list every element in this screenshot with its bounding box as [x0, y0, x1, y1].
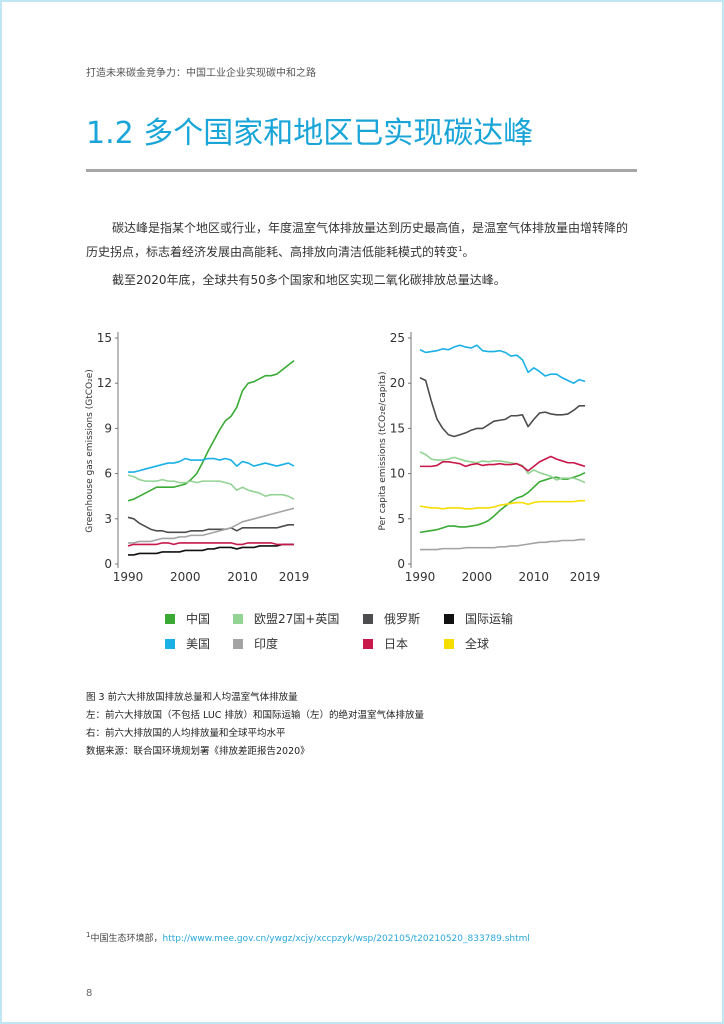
- running-header: 打造未来碳金竞争力：中国工业企业实现碳中和之路: [86, 68, 316, 79]
- y-tick-label: 3: [104, 512, 112, 526]
- legend-swatch: [363, 614, 373, 624]
- legend-label: 印度: [254, 636, 278, 651]
- series-line: [419, 499, 585, 510]
- caption: 图 3 前六大排放国排放总量和人均温室气体排放量: [86, 692, 298, 703]
- paragraph-text: 截至2020年底，全球共有50多个国家和地区实现二氧化碳排放总量达峰。: [112, 273, 506, 287]
- caption: 数据来源：联合国环境规划署《排放差距报告2020》: [86, 746, 310, 757]
- x-tick-label: 1990: [113, 570, 144, 584]
- legend-swatch: [165, 639, 175, 649]
- y-tick-label: 0: [397, 557, 405, 571]
- y-tick-label: 15: [97, 331, 112, 345]
- y-tick-label: 20: [390, 376, 405, 390]
- series-line: [127, 542, 294, 547]
- y-tick-label: 5: [397, 512, 405, 526]
- legend-swatch: [444, 614, 454, 624]
- y-tick-label: 6: [104, 467, 112, 481]
- caption: 右：前六大排放国的人均排放量和全球平均水平: [86, 728, 286, 739]
- y-tick-label: 15: [390, 421, 405, 435]
- footnote-mark: 1: [86, 931, 91, 939]
- legend-label: 全球: [465, 636, 489, 651]
- y-tick-label: 9: [104, 421, 112, 435]
- footnote-link[interactable]: http://www.mee.gov.cn/ywgz/xcjy/xccpzyk/…: [162, 934, 530, 944]
- series-line: [127, 474, 295, 500]
- title-rule: [86, 169, 637, 172]
- series-line: [419, 451, 586, 484]
- paragraph: 碳达峰是指某个地区或行业，年度温室气体排放量达到历史最高值，是温室气体排放量由增…: [86, 218, 638, 263]
- legend-swatch: [233, 614, 243, 624]
- x-tick-label: 2019: [570, 570, 601, 584]
- x-tick-label: 1990: [405, 570, 436, 584]
- y-axis-label: Per capita emissions (tCO₂e/capita): [378, 371, 388, 530]
- section-title: 1.2 多个国家和地区已实现碳达峰: [86, 116, 534, 151]
- series-line: [420, 455, 586, 472]
- x-tick-label: 2019: [279, 570, 310, 584]
- legend-label: 日本: [384, 637, 408, 651]
- y-tick-label: 25: [390, 331, 405, 345]
- paragraph-end: 。: [462, 245, 475, 259]
- series-line: [419, 344, 586, 384]
- y-tick-label: 10: [390, 467, 405, 481]
- x-tick-label: 2000: [462, 570, 493, 584]
- legend-label: 中国: [186, 611, 210, 626]
- footnote: 1中国生态环境部，http://www.mee.gov.cn/ywgz/xcjy…: [86, 931, 530, 944]
- x-tick-label: 2010: [519, 570, 550, 584]
- series-line: [128, 457, 295, 473]
- footnote-text: 中国生态环境部，: [90, 934, 163, 944]
- series-line: [127, 359, 295, 502]
- legend-swatch: [363, 639, 373, 649]
- x-tick-label: 2000: [170, 570, 201, 584]
- page-number: 8: [86, 988, 93, 999]
- y-tick-label: 0: [104, 557, 112, 571]
- legend-label: 国际运输: [465, 611, 513, 626]
- series-line: [128, 507, 295, 544]
- legend-swatch: [444, 639, 454, 649]
- caption: 左：前六大排放国（不包括 LUC 排放）和国际运输（左）的绝对温室气体排放量: [86, 710, 424, 721]
- legend-label: 俄罗斯: [384, 612, 420, 626]
- paragraph: 截至2020年底，全球共有50多个国家和地区实现二氧化碳排放总量达峰。: [86, 270, 638, 291]
- series-line: [419, 471, 586, 534]
- paragraph-text: 碳达峰是指某个地区或行业，年度温室气体排放量达到历史最高值，是温室气体排放量由增…: [86, 221, 629, 259]
- series-line: [128, 543, 294, 556]
- legend-swatch: [233, 639, 243, 649]
- legend-label: 美国: [186, 637, 210, 651]
- x-tick-label: 2010: [227, 570, 258, 584]
- series-line: [419, 377, 585, 438]
- series-line: [127, 516, 294, 534]
- y-axis-label: Greenhouse gas emissions (GtCO₂e): [85, 369, 95, 533]
- legend-label: 欧盟27国+英国: [254, 612, 339, 626]
- footnote-ref: 1: [458, 245, 463, 253]
- y-tick-label: 12: [97, 376, 112, 390]
- series-line: [420, 538, 585, 551]
- legend-swatch: [165, 614, 175, 624]
